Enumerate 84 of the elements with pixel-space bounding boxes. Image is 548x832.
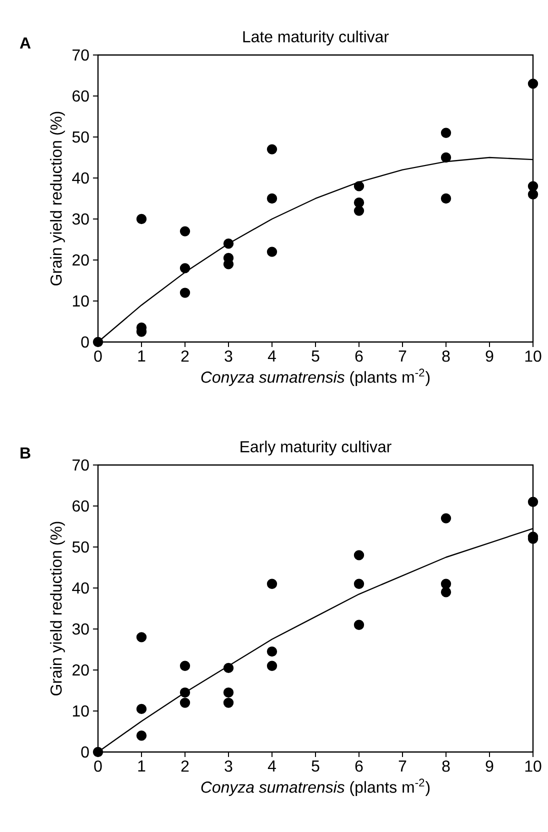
point bbox=[528, 189, 538, 200]
point bbox=[528, 181, 538, 192]
point bbox=[266, 246, 278, 257]
y-tick-label: 30 bbox=[72, 623, 89, 635]
x-tick-label: 7 bbox=[398, 350, 406, 362]
point bbox=[136, 730, 147, 741]
y-tick-label: 70 bbox=[72, 459, 89, 471]
y-tick-label: 60 bbox=[72, 90, 89, 102]
point bbox=[223, 687, 234, 698]
point bbox=[180, 687, 190, 698]
point bbox=[180, 698, 190, 708]
y-tick-label: 0 bbox=[81, 746, 89, 758]
x-tick-label: 3 bbox=[224, 760, 232, 772]
chart-title: Late maturity cultivar bbox=[243, 30, 389, 46]
y-tick-label: 50 bbox=[72, 541, 89, 553]
point bbox=[354, 181, 364, 192]
point bbox=[92, 336, 104, 348]
x-tick-label: 4 bbox=[268, 350, 276, 362]
point bbox=[223, 698, 234, 708]
point bbox=[136, 704, 147, 714]
y-axis-title: Grain yield reduction (%) bbox=[50, 522, 65, 696]
point bbox=[440, 193, 452, 204]
x-tick-label: 10 bbox=[525, 760, 542, 772]
x-tick-label: 5 bbox=[312, 350, 320, 362]
x-tick-label: 8 bbox=[442, 350, 450, 362]
x-tick-label: 9 bbox=[486, 760, 494, 772]
y-tick-label: 20 bbox=[72, 254, 89, 266]
y-tick-label: 20 bbox=[72, 664, 89, 676]
y-tick-label: 50 bbox=[72, 131, 89, 143]
point bbox=[528, 78, 538, 89]
point bbox=[266, 660, 278, 671]
point bbox=[354, 197, 364, 208]
text: B bbox=[20, 448, 30, 458]
y-tick-label: 30 bbox=[72, 213, 89, 225]
point bbox=[440, 586, 452, 598]
point bbox=[266, 578, 278, 589]
point bbox=[266, 144, 278, 154]
x-tick-label: 6 bbox=[355, 760, 363, 772]
point bbox=[354, 620, 364, 630]
point bbox=[266, 193, 278, 204]
x-tick-label: 2 bbox=[181, 350, 189, 362]
x-tick-label: 5 bbox=[312, 760, 320, 772]
x-tick-label: 1 bbox=[138, 760, 146, 772]
x-tick-label: 6 bbox=[355, 350, 363, 362]
point bbox=[180, 660, 190, 671]
x-axis-title: Conyza sumatrensis (plants m$^{-2}$) bbox=[201, 368, 430, 386]
point bbox=[180, 288, 190, 298]
point bbox=[354, 550, 364, 560]
x-axis-title: Conyza sumatrensis (plants m$^{-2}$) bbox=[201, 778, 430, 796]
y-tick-label: 0 bbox=[81, 336, 89, 348]
point bbox=[440, 128, 452, 138]
y-axis-title: Grain yield reduction (%) bbox=[50, 112, 65, 286]
y-tick-label: 10 bbox=[72, 295, 89, 307]
point bbox=[266, 646, 278, 657]
x-tick-label: 1 bbox=[138, 350, 146, 362]
x-tick-label: 4 bbox=[268, 760, 276, 772]
point bbox=[92, 746, 104, 758]
x-tick-label: 8 bbox=[442, 760, 450, 772]
point bbox=[440, 578, 452, 589]
y-tick-label: 10 bbox=[72, 705, 89, 717]
x-tick-label: 3 bbox=[224, 350, 232, 362]
point bbox=[354, 206, 364, 216]
point bbox=[180, 263, 190, 274]
point bbox=[528, 496, 538, 507]
x-tick-label: 7 bbox=[398, 760, 406, 772]
chart-title: Early maturity cultivar bbox=[240, 440, 392, 456]
point bbox=[440, 513, 452, 524]
y-tick-label: 40 bbox=[72, 582, 89, 594]
x-tick-label: 0 bbox=[94, 760, 102, 772]
point bbox=[440, 152, 452, 163]
x-tick-label: 9 bbox=[486, 350, 494, 362]
x-tick-label: 0 bbox=[94, 350, 102, 362]
y-tick-label: 60 bbox=[72, 500, 89, 512]
point bbox=[180, 226, 190, 236]
y-tick-label: 70 bbox=[72, 49, 89, 61]
y-tick-label: 40 bbox=[72, 172, 89, 184]
x-tick-label: 10 bbox=[525, 350, 542, 362]
point bbox=[136, 214, 147, 224]
point bbox=[136, 632, 147, 642]
x-tick-label: 2 bbox=[181, 760, 189, 772]
point bbox=[223, 238, 234, 249]
point bbox=[354, 578, 364, 589]
point bbox=[223, 662, 234, 674]
text: A bbox=[20, 38, 31, 48]
